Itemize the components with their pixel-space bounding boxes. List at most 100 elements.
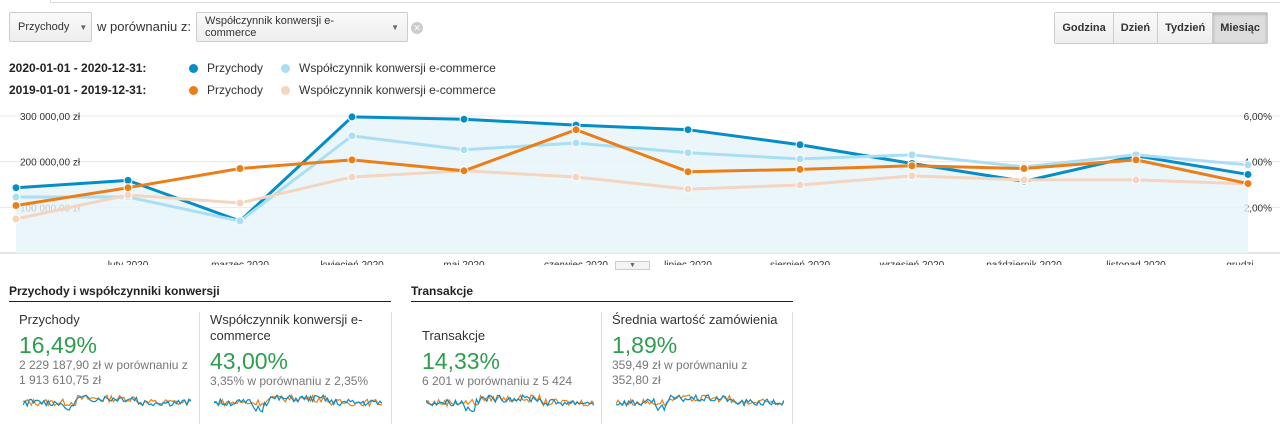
sparkline [23,394,191,411]
data-point [123,175,133,185]
legend-row-2019: 2019-01-01 - 2019-12-31: Przychody Współ… [9,83,514,97]
data-point [459,166,469,176]
series-line [15,128,1249,207]
legend-dot-icon [281,63,291,73]
data-point [683,125,693,135]
data-point [571,125,581,135]
card-percent: 14,33% [422,348,501,374]
x-tick: czerwiec 2020 [544,260,608,265]
legend-item[interactable]: Przychody [189,61,263,75]
card-title: Transakcje [422,328,486,343]
x-tick: wrzesień 2020 [879,260,945,265]
x-tick: listopad 2020 [1106,260,1166,265]
godzina-button[interactable]: Godzina [1055,13,1113,43]
legend-label: Współczynnik konwersji e-commerce [299,83,496,97]
y-right-tick: 4,00% [1244,158,1272,169]
y-right-tick: 2,00% [1244,203,1272,214]
series-line [15,169,1249,221]
x-tick: październik 2020 [986,260,1062,265]
time-granularity-buttons: Godzina Dzień Tydzień Miesiąc [1054,12,1268,44]
y-left-tick: 200 000,00 zł [20,158,81,169]
sparkline-series [426,393,594,413]
legend-range: 2019-01-01 - 2019-12-31: [9,83,147,97]
primary-metric-value: Przychody [18,21,70,33]
legend-label: Współczynnik konwersji e-commerce [299,61,496,75]
legend-item[interactable]: Współczynnik konwersji e-commerce [281,61,496,75]
sparkline-series [214,393,382,413]
data-point [795,154,805,164]
legend-dot-icon [281,85,291,95]
legend-dot-icon [189,63,198,73]
data-point [235,216,245,226]
sparkline [616,393,784,413]
metric-card-transakcje[interactable]: Transakcje 14,33% 6 201 w porównaniu z 5 4… [414,312,602,424]
data-point [11,183,21,193]
x-tick: sierpień 2020 [770,260,830,265]
dzien-button[interactable]: Dzień [1112,13,1158,43]
x-tick: luty 2020 [108,260,149,265]
top-border [50,0,1280,3]
card-compare: 3,35% w porównaniu z 2,35% [210,374,369,388]
data-point [459,145,469,155]
x-tick: lipiec 2020 [664,260,712,265]
x-tick: maj 2020 [443,260,485,265]
card-compare: 6 201 w porównaniu z 5 424 [422,374,573,388]
legend-dot-icon [189,85,198,95]
compare-metric-dropdown[interactable]: Współczynnik konwersji e-commerce ▼ [196,12,408,42]
data-point [1131,175,1141,185]
data-point [1019,164,1029,174]
line-chart: 100 000,00 zł2,00%200 000,00 zł4,00%300 … [0,112,1280,265]
card-title: Przychody [19,312,80,327]
series-line [15,115,1249,223]
metric-card-avg-order[interactable]: Średnia wartość zamówienia 1,89% 359,49 zł… [604,312,793,424]
data-point [907,150,917,160]
legend-item[interactable]: Przychody [189,83,263,97]
data-point [1243,169,1253,179]
data-point [11,214,21,224]
sparkline-series [426,393,594,408]
legend-label: Przychody [207,83,264,97]
data-point [1243,160,1253,170]
card-percent: 16,49% [19,332,98,358]
x-tick: marzec 2020 [211,260,269,265]
card-title: Średnia wartość zamówienia [612,312,778,327]
card-compare: 359,49 zł w porównaniu z 352,80 zł [612,358,748,387]
data-point [347,112,357,122]
data-point [683,148,693,158]
collapse-chart-handle[interactable]: ▼ [615,261,650,270]
sparkline [214,393,382,413]
data-point [123,190,133,200]
data-point [347,172,357,182]
legend-item[interactable]: Współczynnik konwersji e-commerce [281,83,496,97]
miesiac-button[interactable]: Miesiąc [1212,13,1267,43]
metric-card-przychody[interactable]: Przychody 16,49% 2 229 187,90 zł w porówna… [11,312,200,424]
data-point [347,131,357,141]
series-area [16,116,1248,253]
legend-range: 2020-01-01 - 2020-12-31: [9,61,147,75]
data-point [683,167,693,177]
tydzien-button[interactable]: Tydzień [1157,13,1213,43]
data-point [795,164,805,174]
data-point [571,138,581,148]
data-point [907,171,917,181]
sparkline-series [23,394,191,411]
data-point [11,192,21,202]
x-tick: … [4,260,14,265]
series-line [16,134,1249,223]
compare-metric-value: Współczynnik konwersji e-commerce [205,15,334,39]
data-point [123,183,133,193]
data-point [1019,175,1029,185]
y-right-tick: 6,00% [1244,112,1272,123]
card-compare: 2 229 187,90 zł w porównaniu z 1 913 610… [19,358,188,387]
x-tick: kwiecień 2020 [320,260,384,265]
primary-metric-dropdown[interactable]: Przychody ▼ [9,12,92,42]
card-percent: 1,89% [612,332,678,358]
section-title: Transakcje [411,284,793,302]
card-percent: 43,00% [210,348,289,374]
data-point [459,114,469,124]
metric-card-conversion[interactable]: Współczynnik konwersji e-commerce 43,00% 3… [202,312,392,424]
clear-compare-icon[interactable]: ✕ [411,22,423,34]
chevron-down-icon: ▼ [391,22,399,32]
y-left-tick: 300 000,00 zł [20,112,81,123]
data-point [235,198,245,208]
